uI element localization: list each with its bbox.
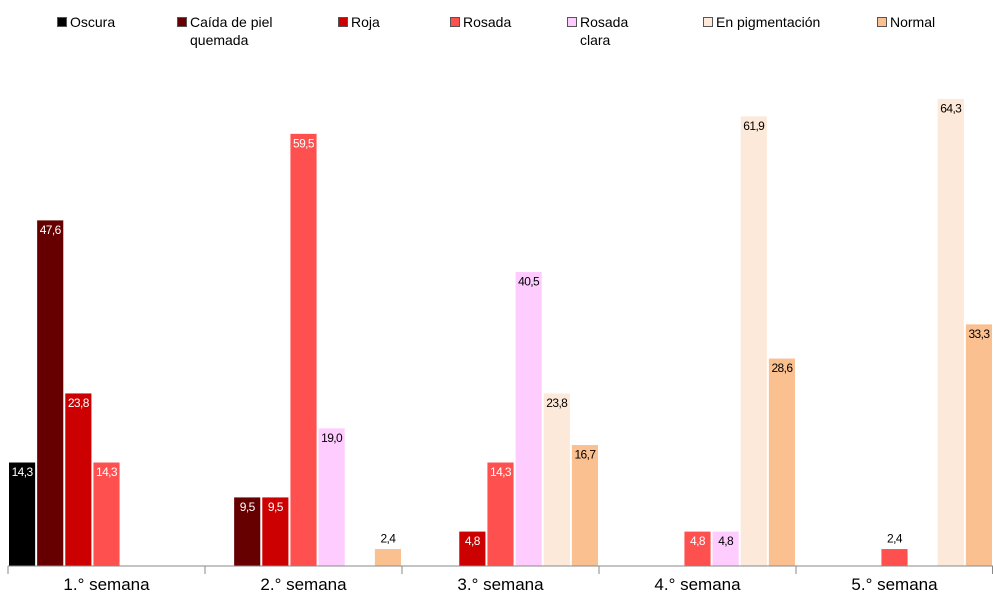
legend-swatch — [57, 17, 67, 27]
legend-entry: En pigmentación — [703, 13, 820, 31]
data-label: 47,6 — [40, 223, 62, 237]
legend-entry: Normal — [877, 13, 935, 31]
x-tick-label: 4.° semana — [654, 575, 741, 594]
legend-entry: Rosada clara — [567, 13, 638, 49]
data-label: 23,8 — [546, 396, 568, 410]
data-label: 33,3 — [968, 327, 990, 341]
legend-swatch — [338, 17, 348, 27]
data-label: 19,0 — [321, 431, 343, 445]
data-label: 14,3 — [96, 465, 118, 479]
legend-label: Roja — [351, 14, 380, 30]
bar — [8, 461, 37, 567]
legend-label: Caída de piel quemada — [190, 14, 273, 48]
bar — [64, 392, 93, 567]
legend-entry: Rosada — [450, 13, 511, 31]
bar — [964, 323, 993, 567]
bar — [767, 357, 796, 567]
bar — [570, 444, 599, 567]
data-label: 16,7 — [574, 448, 596, 462]
data-label: 59,5 — [293, 136, 315, 150]
data-label: 23,8 — [68, 396, 90, 410]
bar — [289, 132, 318, 567]
bar — [261, 496, 290, 567]
legend-swatch — [703, 17, 713, 27]
legend-swatch — [177, 17, 187, 27]
legend-entry: Oscura — [57, 13, 115, 31]
x-tick-label: 1.° semana — [63, 575, 150, 594]
data-label: 9,5 — [268, 500, 284, 514]
data-label: 28,6 — [771, 361, 793, 375]
bar — [880, 548, 909, 567]
data-label: 14,3 — [12, 465, 34, 479]
data-label: 2,4 — [380, 532, 396, 546]
data-label: 61,9 — [743, 119, 765, 133]
data-label: 4,8 — [465, 534, 481, 548]
bar — [711, 530, 740, 567]
data-label: 9,5 — [240, 500, 256, 514]
bar — [373, 548, 403, 567]
legend-swatch — [877, 17, 887, 27]
bar — [936, 97, 965, 567]
bar — [514, 271, 543, 567]
x-tick-label: 5.° semana — [851, 575, 938, 594]
bar — [542, 392, 571, 567]
bar — [739, 115, 768, 567]
data-label: 2,4 — [887, 532, 903, 546]
bar — [92, 461, 121, 567]
data-label: 4,8 — [690, 534, 706, 548]
x-tick-label: 3.° semana — [457, 575, 544, 594]
legend-label: Rosada clara — [580, 14, 629, 48]
x-tick-label: 2.° semana — [260, 575, 347, 594]
legend-entry: Roja — [338, 13, 380, 31]
legend-swatch — [567, 17, 577, 27]
data-label: 14,3 — [490, 465, 512, 479]
bar — [486, 461, 515, 567]
legend-swatch — [450, 17, 460, 27]
legend-label: Normal — [890, 14, 936, 30]
bar — [36, 219, 65, 567]
data-label: 4,8 — [718, 534, 734, 548]
data-label: 40,5 — [518, 275, 540, 289]
bar — [317, 427, 346, 567]
data-label: 64,3 — [940, 101, 962, 115]
legend-label: En pigmentación — [716, 14, 821, 30]
legend-label: Rosada — [463, 14, 512, 30]
legend-entry: Caída de piel quemada — [177, 13, 290, 49]
legend-label: Oscura — [70, 14, 116, 30]
